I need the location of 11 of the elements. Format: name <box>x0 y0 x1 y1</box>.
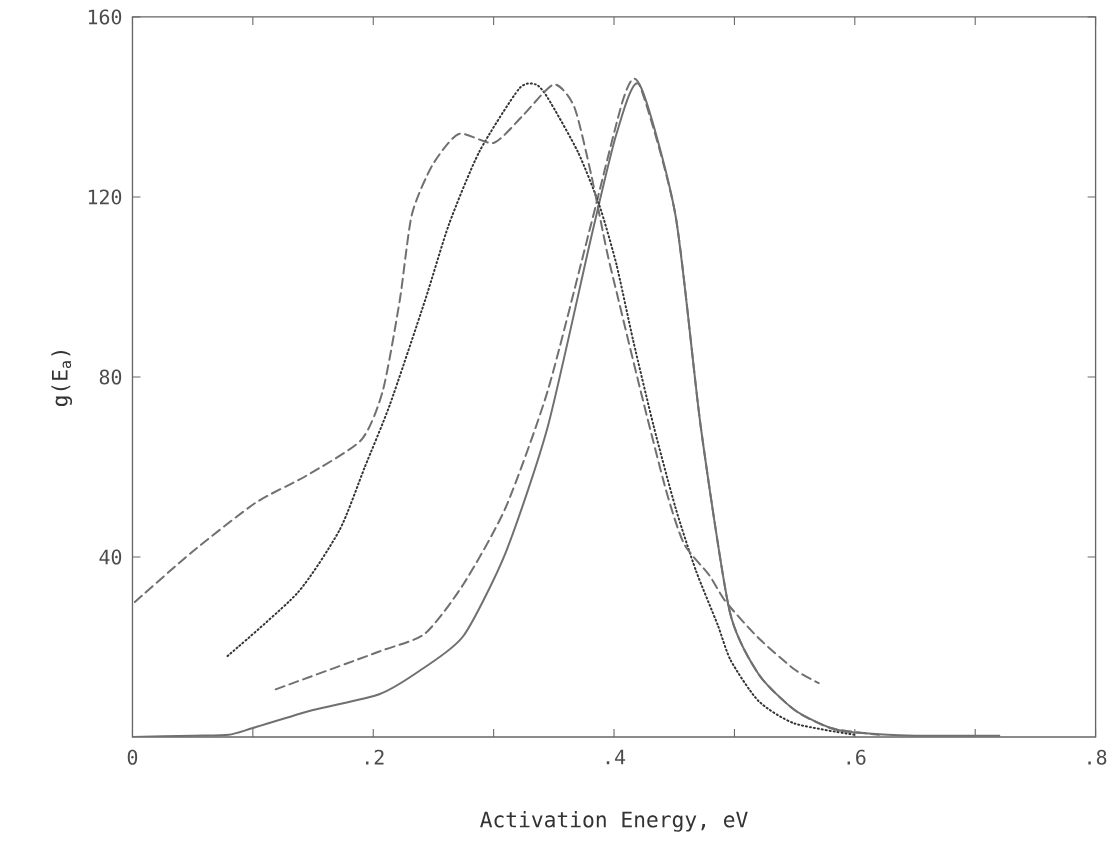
x-tick-label: 0 <box>127 749 138 765</box>
x-tick-label: .2 <box>366 749 384 765</box>
y-axis-title: g(E$_{a}$) <box>51 351 73 407</box>
x-tick-label: .6 <box>847 749 866 765</box>
y-tick-label: 80 <box>99 369 122 385</box>
x-tick-label: .4 <box>606 749 626 765</box>
y-tick-label: 120 <box>88 189 122 205</box>
y-tick-label: 160 <box>88 9 122 25</box>
x-axis-title: Activation Energy, eV <box>480 811 748 832</box>
x-tick-label: .8 <box>1088 749 1107 765</box>
y-tick-label: 40 <box>99 549 122 565</box>
